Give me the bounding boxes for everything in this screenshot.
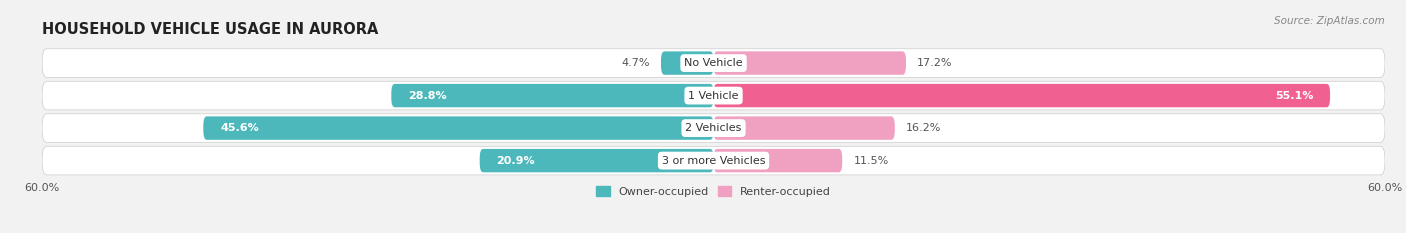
FancyBboxPatch shape — [713, 116, 894, 140]
Text: 11.5%: 11.5% — [853, 156, 889, 166]
Text: 4.7%: 4.7% — [621, 58, 650, 68]
FancyBboxPatch shape — [42, 49, 1385, 77]
FancyBboxPatch shape — [713, 84, 1330, 107]
FancyBboxPatch shape — [479, 149, 713, 172]
Text: Source: ZipAtlas.com: Source: ZipAtlas.com — [1274, 16, 1385, 26]
Text: 45.6%: 45.6% — [221, 123, 259, 133]
Legend: Owner-occupied, Renter-occupied: Owner-occupied, Renter-occupied — [592, 182, 835, 201]
FancyBboxPatch shape — [713, 149, 842, 172]
Text: 28.8%: 28.8% — [408, 91, 447, 101]
FancyBboxPatch shape — [204, 116, 713, 140]
Text: HOUSEHOLD VEHICLE USAGE IN AURORA: HOUSEHOLD VEHICLE USAGE IN AURORA — [42, 22, 378, 37]
FancyBboxPatch shape — [713, 51, 905, 75]
FancyBboxPatch shape — [661, 51, 713, 75]
FancyBboxPatch shape — [42, 81, 1385, 110]
Text: 1 Vehicle: 1 Vehicle — [689, 91, 738, 101]
Text: 55.1%: 55.1% — [1275, 91, 1313, 101]
Text: 16.2%: 16.2% — [905, 123, 942, 133]
FancyBboxPatch shape — [42, 114, 1385, 142]
Text: 3 or more Vehicles: 3 or more Vehicles — [662, 156, 765, 166]
FancyBboxPatch shape — [391, 84, 713, 107]
Text: 2 Vehicles: 2 Vehicles — [685, 123, 742, 133]
FancyBboxPatch shape — [42, 146, 1385, 175]
Text: 17.2%: 17.2% — [917, 58, 953, 68]
Text: No Vehicle: No Vehicle — [685, 58, 742, 68]
Text: 20.9%: 20.9% — [496, 156, 536, 166]
